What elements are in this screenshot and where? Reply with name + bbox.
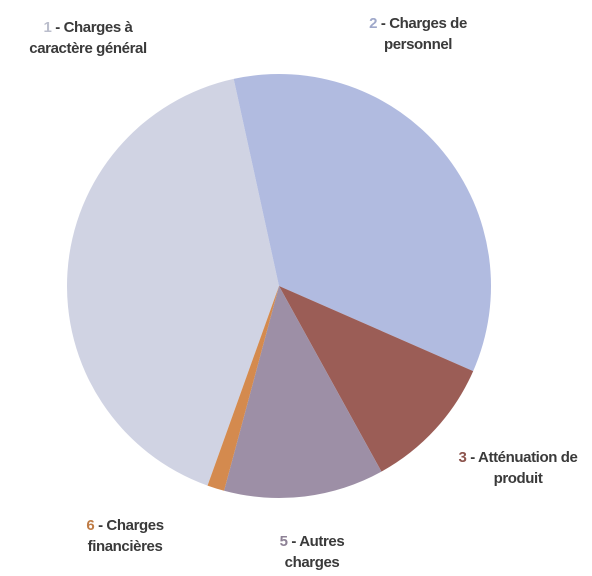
pie-slice <box>66 78 279 486</box>
slice-label: 3 - Atténuation de produit <box>458 449 578 487</box>
pie-slice <box>207 286 279 491</box>
slice-label: 1 - Charges à caractère général <box>29 19 147 57</box>
pie-slice <box>279 286 474 472</box>
slice-label: 6 - Charges financières <box>86 517 164 555</box>
slice-label: 5 - Autres charges <box>279 533 345 571</box>
pie-slice <box>233 74 492 372</box>
slice-label: 2 - Charges de personnel <box>369 15 467 53</box>
pie-slice <box>224 286 382 499</box>
